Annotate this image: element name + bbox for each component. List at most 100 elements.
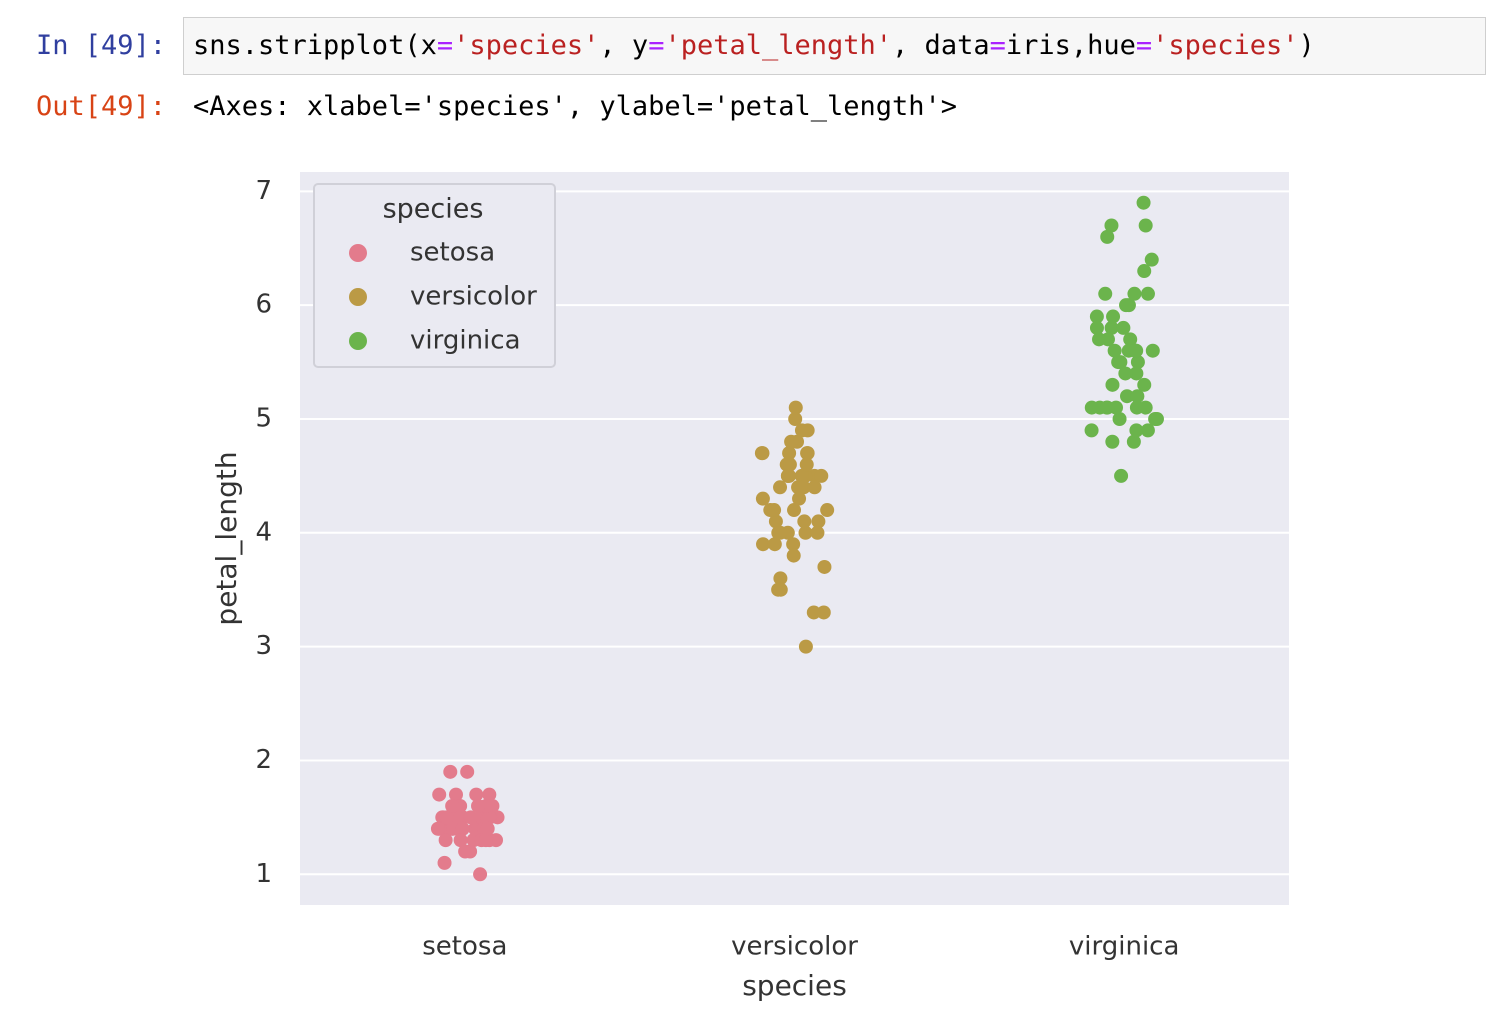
point xyxy=(798,525,813,540)
point xyxy=(782,446,797,461)
point xyxy=(773,582,788,597)
code-token: , y xyxy=(599,30,649,61)
point xyxy=(1128,343,1143,358)
y-tick-label: 5 xyxy=(255,403,272,433)
point xyxy=(1129,366,1144,381)
point xyxy=(816,605,831,620)
point xyxy=(768,514,783,529)
point xyxy=(463,810,478,825)
point xyxy=(1100,229,1115,244)
legend-title: species xyxy=(383,194,484,225)
code-token: 'petal_length' xyxy=(664,30,893,61)
point xyxy=(1106,309,1121,324)
point xyxy=(1138,400,1153,415)
point xyxy=(782,468,797,483)
legend-label: setosa xyxy=(410,238,495,268)
point xyxy=(1130,389,1145,404)
x-axis-label: species xyxy=(742,969,847,1002)
point xyxy=(794,423,809,438)
point xyxy=(473,867,488,882)
x-tick-label: virginica xyxy=(1069,932,1180,962)
point xyxy=(792,491,807,506)
y-tick-label: 7 xyxy=(255,176,272,206)
point xyxy=(1136,195,1151,210)
input-prompt: In [49]: xyxy=(36,30,167,61)
point xyxy=(806,605,821,620)
point xyxy=(430,821,445,836)
point xyxy=(1127,286,1142,301)
point xyxy=(786,548,801,563)
output-prompt: Out[49]: xyxy=(36,91,167,122)
code-token: = xyxy=(1135,30,1153,61)
point xyxy=(1119,298,1134,313)
point xyxy=(1126,434,1141,449)
point xyxy=(799,457,814,472)
point xyxy=(432,787,447,802)
point xyxy=(1148,411,1163,426)
point xyxy=(471,798,486,813)
point xyxy=(811,514,826,529)
point xyxy=(788,411,803,426)
point xyxy=(453,833,468,848)
x-tick-label: versicolor xyxy=(731,932,858,962)
code-token: ) xyxy=(1298,30,1315,61)
code-token: 'species' xyxy=(1152,30,1299,61)
point xyxy=(458,844,473,859)
y-axis-label: petal_length xyxy=(210,451,243,625)
point xyxy=(1098,286,1113,301)
legend-marker xyxy=(349,244,367,262)
point xyxy=(448,787,463,802)
point xyxy=(1120,389,1135,404)
point xyxy=(455,821,470,836)
point xyxy=(1114,468,1129,483)
code-token: = xyxy=(648,30,665,61)
point xyxy=(438,833,453,848)
point xyxy=(1089,309,1104,324)
point xyxy=(787,503,802,518)
point xyxy=(1140,286,1155,301)
legend-marker xyxy=(349,332,367,350)
code-token: 'species' xyxy=(453,30,600,61)
point xyxy=(482,787,497,802)
point xyxy=(1089,320,1104,335)
output-text: <Axes: xlabel='species', ylabel='petal_l… xyxy=(193,91,958,122)
point xyxy=(1104,320,1119,335)
code: sns.stripplot(x='species', y='petal_leng… xyxy=(193,30,1315,61)
point xyxy=(445,821,460,836)
point xyxy=(755,446,770,461)
point xyxy=(773,571,788,586)
point xyxy=(1100,400,1115,415)
point xyxy=(756,537,771,552)
point xyxy=(784,434,799,449)
point xyxy=(1105,377,1120,392)
code-cell[interactable]: sns.stripplot(x='species', y='petal_leng… xyxy=(183,17,1486,75)
code-token: , data xyxy=(892,30,990,61)
point xyxy=(1123,332,1138,347)
point xyxy=(1118,366,1133,381)
legend-label: versicolor xyxy=(410,282,537,312)
point xyxy=(782,457,797,472)
point xyxy=(797,514,812,529)
point xyxy=(773,480,788,495)
point xyxy=(1105,434,1120,449)
point xyxy=(443,764,458,779)
y-tick-label: 1 xyxy=(255,859,272,889)
point xyxy=(755,491,770,506)
point xyxy=(480,821,495,836)
point xyxy=(1112,411,1127,426)
point xyxy=(1104,218,1119,233)
point xyxy=(800,446,815,461)
point xyxy=(1113,355,1128,370)
y-tick-label: 3 xyxy=(255,631,272,661)
point xyxy=(788,400,803,415)
point xyxy=(794,468,809,483)
legend-box xyxy=(313,183,556,368)
point xyxy=(1130,355,1145,370)
point xyxy=(469,787,484,802)
point xyxy=(1084,423,1099,438)
point xyxy=(1145,343,1160,358)
point xyxy=(1107,343,1122,358)
y-tick-label: 4 xyxy=(255,517,272,547)
point xyxy=(807,480,822,495)
